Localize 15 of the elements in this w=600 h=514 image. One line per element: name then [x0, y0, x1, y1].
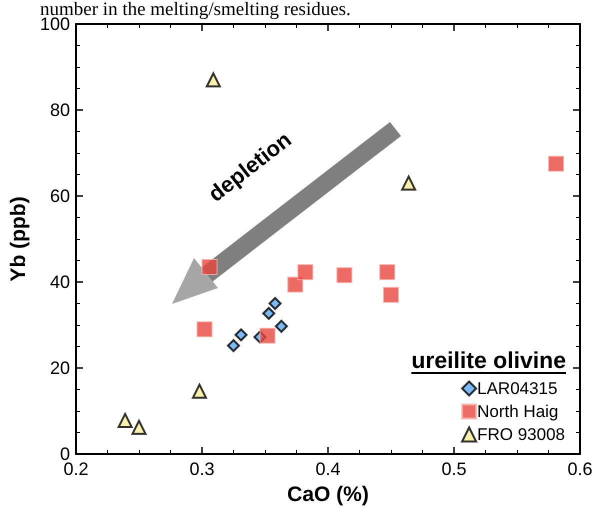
legend-label: North Haig [477, 402, 558, 421]
y-tick-label: 60 [50, 186, 70, 206]
y-axis-title: Yb (ppb) [7, 196, 30, 282]
legend-title: ureilite olivine [411, 347, 566, 374]
x-tick-label: 0.6 [567, 459, 593, 479]
x-axis-title: CaO (%) [287, 483, 369, 506]
x-tick-label: 0.4 [315, 459, 341, 479]
y-tick-label: 40 [50, 272, 70, 292]
x-tick-label: 0.5 [441, 459, 467, 479]
x-tick-label: 0.2 [63, 459, 89, 479]
y-tick-label: 80 [50, 100, 70, 120]
x-tick-label: 0.3 [189, 459, 215, 479]
legend-label: FRO 93008 [477, 425, 566, 444]
legend-label: LAR04315 [477, 379, 558, 398]
y-tick-label: 20 [50, 358, 70, 378]
